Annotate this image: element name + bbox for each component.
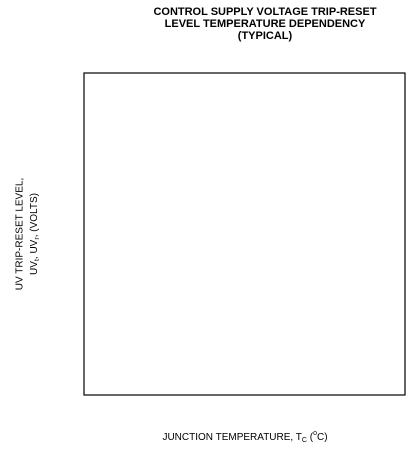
y-axis-title-part: , UV <box>29 239 40 259</box>
y-axis-title-part: UV <box>29 261 40 275</box>
y-axis-title: UV TRIP-RESET LEVEL, UVt, UVr, (VOLTS) <box>15 178 41 290</box>
chart-title: (TYPICAL) <box>238 30 293 42</box>
chart-title: LEVEL TEMPERATURE DEPENDENCY <box>165 18 366 30</box>
x-axis-title-part: JUNCTION TEMPERATURE, T <box>162 432 301 443</box>
y-axis-title-line: UV TRIP-RESET LEVEL, <box>15 178 26 290</box>
x-axis-title: JUNCTION TEMPERATURE, TC (oC) <box>162 430 327 444</box>
y-axis-title-sub: t <box>34 259 41 261</box>
x-axis-title-sup: o <box>313 430 317 437</box>
x-axis-title-part: ( <box>307 432 314 443</box>
y-axis-title-line: UVt, UVr, (VOLTS) <box>29 193 41 275</box>
x-axis-title-sub: C <box>302 437 307 444</box>
y-axis-title-part: , (VOLTS) <box>29 193 40 237</box>
y-axis-title-sub: r <box>34 237 41 240</box>
chart-title: CONTROL SUPPLY VOLTAGE TRIP-RESET <box>153 6 376 18</box>
plot-frame <box>83 72 406 396</box>
x-axis-title-part: C) <box>317 432 328 443</box>
